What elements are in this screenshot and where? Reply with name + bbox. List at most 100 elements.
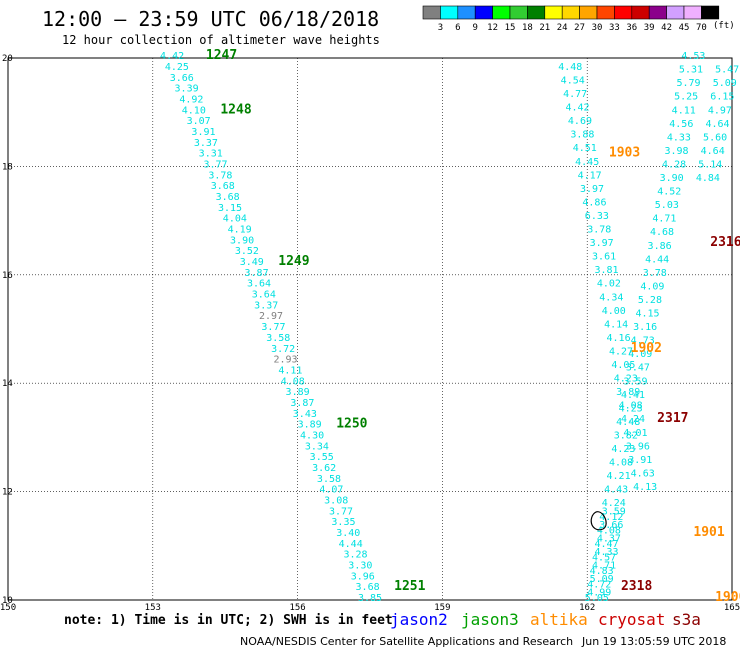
pass-label: 1900 [715,590,740,605]
swh-value: 3.35 [331,517,355,528]
swh-value: 4.01 [623,428,647,439]
swh-value: 4.17 [578,170,602,181]
swh-value: 4.21 [607,471,631,482]
swh-value: 4.71 [652,214,676,225]
swh-value: 4.10 [182,105,206,116]
swh-value: 4.44 [645,254,669,265]
swh-value: 4.37 [597,533,621,544]
legend-label: 36 [626,23,637,33]
swh-value: 4.41 [621,390,645,401]
swh-value: 4.12 [599,512,623,523]
swh-value: 4.73 [631,336,655,347]
swh-value: 4.52 [657,187,681,198]
x-tick-label: 153 [145,603,161,613]
swh-value: 3.89 [286,387,310,398]
swh-value: 3.52 [235,246,259,257]
swh-value: 3.96 [626,441,650,452]
swh-value: 4.33 [667,132,691,143]
swh-value: 5.09 [713,78,737,89]
swh-value: 4.77 [563,89,587,100]
swh-value: 4.44 [339,539,363,550]
y-tick-label: 16 [2,271,13,281]
swh-value: 4.45 [575,157,599,168]
swh-value: 4.30 [300,430,324,441]
swh-value: 4.97 [708,105,732,116]
swh-value: 6.33 [585,211,609,222]
legend-label: 15 [505,23,516,33]
color-legend: 3 6 9 12 15 18 21 24 27 30 33 36 39 42 45 70 [422,5,720,33]
swh-value: 4.14 [604,319,628,330]
swh-value: 5.05 [585,593,609,604]
satellite-legend: jason2 jason3 altika cryosat s3a [390,610,701,629]
swh-value: 3.55 [310,452,334,463]
swh-value: 3.66 [170,73,194,84]
legend-label: 18 [522,23,533,33]
swh-value: 3.88 [570,130,594,141]
swh-value: 3.30 [348,561,372,572]
legend-label: 21 [539,23,550,33]
swh-value: 3.31 [199,149,223,160]
swh-value: 4.68 [650,227,674,238]
swh-value: 4.23 [611,444,635,455]
legend-label: 6 [455,23,460,33]
swh-value: 4.72 [587,580,611,591]
swh-value: 2.97 [259,311,283,322]
legend-swatch [440,5,459,20]
swh-value: 4.33 [594,547,618,558]
legend-swatch [701,5,720,20]
swh-tracks: 4.424.253.663.394.924.103.073.913.373.31… [160,51,739,604]
swh-value: 3.78 [208,170,232,181]
swh-value: 4.34 [599,292,623,303]
swh-value: 3.98 [664,146,688,157]
pass-label: 2318 [621,579,652,594]
swh-value: 4.86 [582,197,606,208]
swh-value: 3.62 [312,463,336,474]
swh-value: 3.68 [216,192,240,203]
x-tick-label: 150 [0,603,16,613]
legend-label: 9 [472,23,477,33]
swh-value: 4.84 [696,173,720,184]
swh-value: 4.08 [281,376,305,387]
swh-value: 4.48 [558,62,582,73]
footer-credit: NOAA/NESDIS Center for Satellite Applica… [240,635,573,648]
pass-label: 2316 [710,235,740,250]
swh-value: 3.91 [191,127,215,138]
pass-label: 1903 [609,146,640,161]
pass-label: 2317 [657,411,688,426]
swh-value: 4.08 [597,525,621,536]
pass-label: 1250 [336,417,367,432]
swh-value: 5.79 [677,78,701,89]
legend-label: 39 [644,23,655,33]
satellite-s3a: s3a [672,610,701,629]
swh-value: 4.11 [278,365,302,376]
swh-value: 4.13 [633,482,657,493]
swh-value: 3.37 [194,138,218,149]
swh-value: 4.23 [619,403,643,414]
swh-value: 3.08 [324,496,348,507]
swh-value: 3.81 [594,265,618,276]
swh-value: 5.14 [698,159,722,170]
swh-value: 3.86 [648,241,672,252]
swh-value: 5.47 [715,65,739,76]
legend-label: 12 [487,23,498,33]
legend-swatch [614,5,633,20]
swh-value: 3.59 [602,506,626,517]
swh-value: 3.07 [187,116,211,127]
satellite-cryosat: cryosat [598,610,665,629]
island-outline [590,511,607,531]
note-text: note: 1) Time is in UTC; 2) SWH is in fe… [64,613,393,628]
swh-value: 3.89 [616,387,640,398]
swh-value: 4.69 [568,116,592,127]
swh-value: 3.97 [580,184,604,195]
legend-label: 33 [609,23,620,33]
pass-label: 1249 [278,254,309,269]
legend-swatch [631,5,650,20]
swh-value: 3.77 [329,506,353,517]
swh-value: 4.53 [681,51,705,62]
y-tick-label: 20 [2,54,13,64]
swh-value: 3.87 [290,398,314,409]
swh-value: 4.11 [672,105,696,116]
swh-value: 4.47 [594,539,618,550]
swh-value: 3.66 [599,520,623,531]
